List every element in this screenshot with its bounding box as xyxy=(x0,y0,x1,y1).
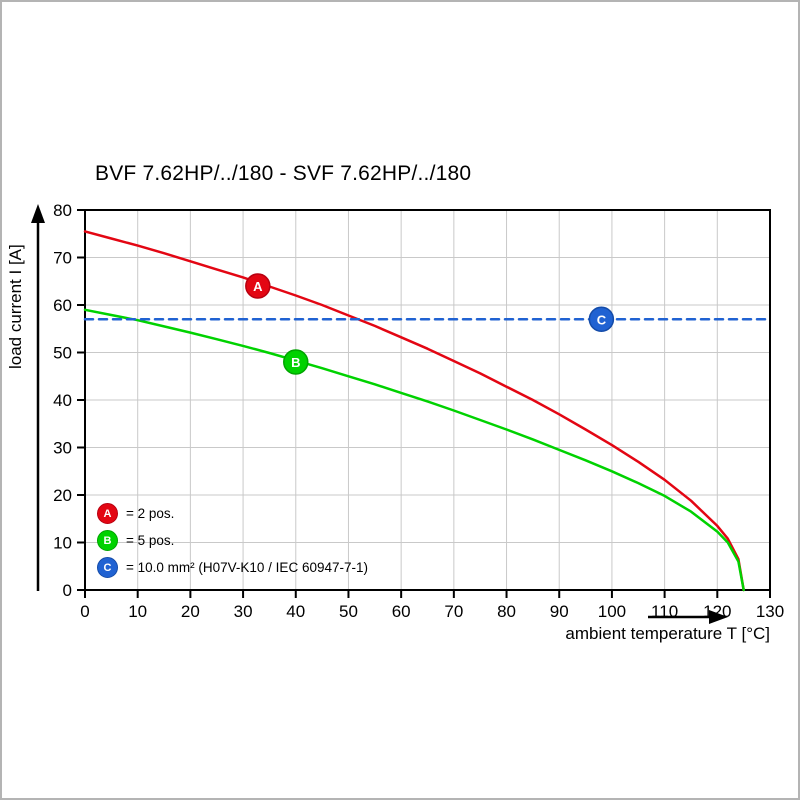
x-axis-label: ambient temperature T [°C] xyxy=(565,624,770,643)
legend: A = 2 pos. B = 5 pos. C = 10.0 mm² (H07V-K10 … xyxy=(97,500,368,581)
legend-dot-A: A xyxy=(97,503,118,524)
legend-item-A: A = 2 pos. xyxy=(97,500,368,527)
marker-letter-B: B xyxy=(291,355,300,370)
marker-letter-C: C xyxy=(597,312,607,327)
x-tick-label: 80 xyxy=(497,602,516,621)
x-tick-label: 60 xyxy=(392,602,411,621)
y-axis-arrow-head xyxy=(31,204,45,223)
plot-border xyxy=(84,209,771,591)
y-tick-label: 50 xyxy=(53,344,72,363)
legend-label-B: = 5 pos. xyxy=(126,533,175,548)
x-tick-label: 90 xyxy=(550,602,569,621)
y-tick-label: 70 xyxy=(53,249,72,268)
curve-A xyxy=(83,230,745,592)
legend-dot-C: C xyxy=(97,557,118,578)
marker-B xyxy=(283,349,309,375)
legend-label-C: = 10.0 mm² (H07V-K10 / IEC 60947-7-1) xyxy=(126,560,368,575)
x-tick-label: 130 xyxy=(756,602,784,621)
y-tick-label: 80 xyxy=(53,201,72,220)
x-tick-label: 0 xyxy=(80,602,89,621)
curve-B xyxy=(83,308,745,592)
y-tick-label: 10 xyxy=(53,534,72,553)
x-tick-label: 100 xyxy=(598,602,626,621)
y-tick-label: 40 xyxy=(53,391,72,410)
y-tick-label: 20 xyxy=(53,486,72,505)
x-tick-label: 40 xyxy=(286,602,305,621)
chart-title: BVF 7.62HP/../180 - SVF 7.62HP/../180 xyxy=(95,162,472,185)
x-tick-label: 10 xyxy=(128,602,147,621)
y-tick-label: 0 xyxy=(63,581,72,600)
legend-label-A: = 2 pos. xyxy=(126,506,175,521)
marker-letter-A: A xyxy=(253,279,263,294)
x-tick-label: 50 xyxy=(339,602,358,621)
marker-A xyxy=(245,273,271,299)
x-tick-label: 20 xyxy=(181,602,200,621)
y-tick-label: 30 xyxy=(53,439,72,458)
legend-dot-B: B xyxy=(97,530,118,551)
legend-item-B: B = 5 pos. xyxy=(97,527,368,554)
y-tick-label: 60 xyxy=(53,296,72,315)
legend-item-C: C = 10.0 mm² (H07V-K10 / IEC 60947-7-1) xyxy=(97,554,368,581)
marker-C xyxy=(588,306,615,332)
x-tick-label: 70 xyxy=(444,602,463,621)
x-tick-label: 30 xyxy=(234,602,253,621)
x-axis-arrow-head xyxy=(709,610,728,624)
